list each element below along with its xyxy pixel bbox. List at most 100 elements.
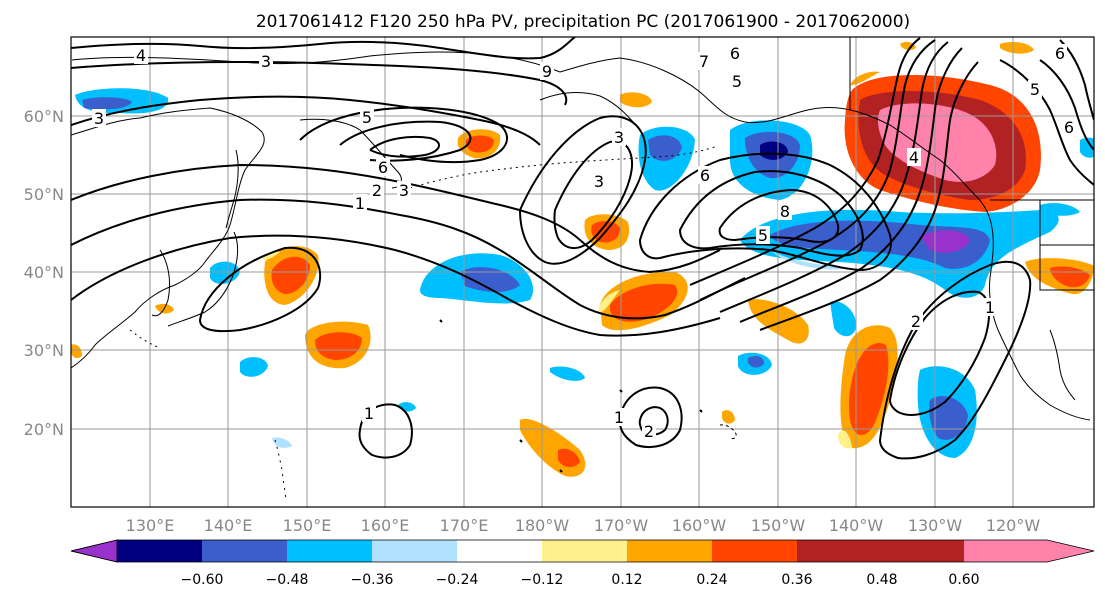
contour-label: 6 bbox=[730, 44, 740, 63]
contour-labels: 4 3 3 9 3 6 5 5 6 3 2 1 3 6 8 5 5 6 4 7 bbox=[94, 44, 1074, 441]
colorbar-segment bbox=[627, 540, 712, 562]
coast-baja bbox=[1049, 329, 1076, 401]
colorbar-tick: −0.24 bbox=[436, 572, 479, 588]
blob-south-japan bbox=[240, 357, 268, 377]
lat-label: 30°N bbox=[24, 341, 64, 360]
lon-label: 170°E bbox=[440, 516, 489, 535]
pv-contour-7a bbox=[369, 135, 440, 158]
blob-south-japan-warm-core bbox=[315, 332, 362, 360]
blob-n-pacific-west-core bbox=[82, 97, 132, 110]
contour-label: 5 bbox=[362, 108, 372, 127]
blob-aleutian-w-core bbox=[465, 135, 494, 153]
coast-korea bbox=[151, 249, 171, 317]
latitude-labels: 60°N 50°N 40°N 30°N 20°N bbox=[24, 107, 64, 439]
colorbar-extend-low bbox=[70, 539, 118, 563]
lon-label: 140°W bbox=[829, 516, 884, 535]
pv-contour-3a bbox=[71, 60, 568, 106]
pv-contour-2 bbox=[71, 198, 746, 320]
contour-label: 3 bbox=[261, 52, 271, 71]
contour-label: 4 bbox=[136, 46, 146, 65]
contour-label-backgrounds bbox=[92, 44, 1076, 440]
contour-label: 3 bbox=[614, 128, 624, 147]
blob-gulf-alaska-w-core bbox=[648, 135, 682, 161]
colorbar-segment bbox=[457, 540, 542, 562]
colorbar-tick: 0.36 bbox=[781, 572, 812, 588]
lon-label: 120°W bbox=[986, 516, 1041, 535]
pv-contour-gulf-7 bbox=[678, 170, 864, 257]
pv-contour-canada-5a bbox=[699, 39, 936, 301]
blob-canada-big-lt bbox=[850, 71, 880, 86]
precip-shading bbox=[71, 41, 1094, 477]
pv-contour-canada-6 bbox=[719, 41, 949, 313]
lon-label: 150°E bbox=[283, 516, 332, 535]
pv-contour-canada-5b bbox=[689, 37, 921, 286]
blob-west-edge bbox=[71, 344, 82, 359]
blob-kuroshio-ext-core bbox=[460, 267, 520, 292]
blob-south-warm-1-core bbox=[558, 448, 580, 468]
colorbar-tick: −0.12 bbox=[521, 572, 564, 588]
pv-contour-japan-1 bbox=[198, 246, 322, 333]
blob-hawaii-ne-core bbox=[748, 356, 764, 368]
contour-label: 2 bbox=[911, 312, 921, 331]
pv-contour-sub-2 bbox=[638, 406, 669, 436]
pv-contour-alaska-2 bbox=[518, 115, 647, 265]
colorbar-tick: −0.48 bbox=[266, 572, 309, 588]
coast-hawaii bbox=[719, 424, 737, 439]
pv-contour-sub-1b bbox=[618, 386, 683, 449]
coast-asia bbox=[71, 107, 265, 369]
contour-label: 1 bbox=[355, 194, 365, 213]
lat-label: 20°N bbox=[24, 420, 64, 439]
lon-label: 130°W bbox=[908, 516, 963, 535]
pv-contour-ne-6 bbox=[1039, 59, 1094, 151]
lon-label: 140°E bbox=[204, 516, 253, 535]
contour-label: 3 bbox=[594, 172, 604, 191]
colorbar-tick: −0.36 bbox=[351, 572, 394, 588]
lon-label: 160°W bbox=[672, 516, 727, 535]
colorbar-segment bbox=[712, 540, 797, 562]
pv-contour-alaska-3 bbox=[553, 140, 633, 249]
blob-ne-pacific-band-core bbox=[920, 230, 970, 253]
blob-marianas bbox=[272, 437, 292, 448]
blob-aleutian-e-warm bbox=[620, 92, 652, 108]
colorbar-tick: 0.24 bbox=[696, 572, 727, 588]
pv-contour-3b bbox=[71, 95, 541, 146]
pv-contour-4 bbox=[71, 37, 576, 60]
pv-contour-ne-5 bbox=[999, 59, 1094, 186]
lat-label: 60°N bbox=[24, 107, 64, 126]
lon-label: 160°E bbox=[361, 516, 410, 535]
coastlines bbox=[71, 37, 1094, 501]
colorbar-segment bbox=[287, 540, 372, 562]
blob-ne-small-warm-2 bbox=[1000, 42, 1034, 54]
colorbar: −0.60 −0.48 −0.36 −0.24 −0.12 0.12 0.24 … bbox=[70, 539, 1095, 588]
colorbar-tick: 0.12 bbox=[611, 572, 642, 588]
blob-central-pacific bbox=[830, 301, 857, 337]
map-content: 4 3 3 9 3 6 5 5 6 3 2 1 3 6 8 5 5 6 4 7 bbox=[71, 37, 1094, 507]
blob-far-east-edge bbox=[1080, 137, 1094, 158]
contour-label: 5 bbox=[758, 226, 768, 245]
blob-japan-sea bbox=[210, 261, 240, 284]
contour-label: 3 bbox=[94, 109, 104, 128]
contour-label: 6 bbox=[378, 158, 388, 177]
coast-pacific-islands bbox=[439, 319, 703, 473]
contour-label: 3 bbox=[399, 181, 409, 200]
blob-hawaii-warm bbox=[722, 410, 735, 424]
pv-contour-5a bbox=[299, 106, 509, 164]
coast-japan bbox=[167, 231, 239, 327]
contour-label: 4 bbox=[909, 148, 919, 167]
colorbar-tick: 0.60 bbox=[948, 572, 979, 588]
contour-label: 5 bbox=[1030, 80, 1040, 99]
contour-label: 1 bbox=[614, 408, 624, 427]
colorbar-segment bbox=[797, 540, 882, 562]
pv-contour-1 bbox=[71, 234, 721, 337]
blob-mid-pacific-s bbox=[550, 366, 585, 381]
lat-label: 50°N bbox=[24, 185, 64, 204]
colorbar-ticks: −0.60 −0.48 −0.36 −0.24 −0.12 0.12 0.24 … bbox=[181, 572, 980, 588]
coast-bering bbox=[539, 92, 641, 131]
contour-label: 9 bbox=[542, 62, 552, 81]
map-frame bbox=[70, 36, 1095, 508]
contour-label: 2 bbox=[644, 422, 654, 441]
contour-label: 6 bbox=[1055, 44, 1065, 63]
colorbar-segment bbox=[372, 540, 457, 562]
blob-japan-east-lt bbox=[262, 251, 280, 260]
